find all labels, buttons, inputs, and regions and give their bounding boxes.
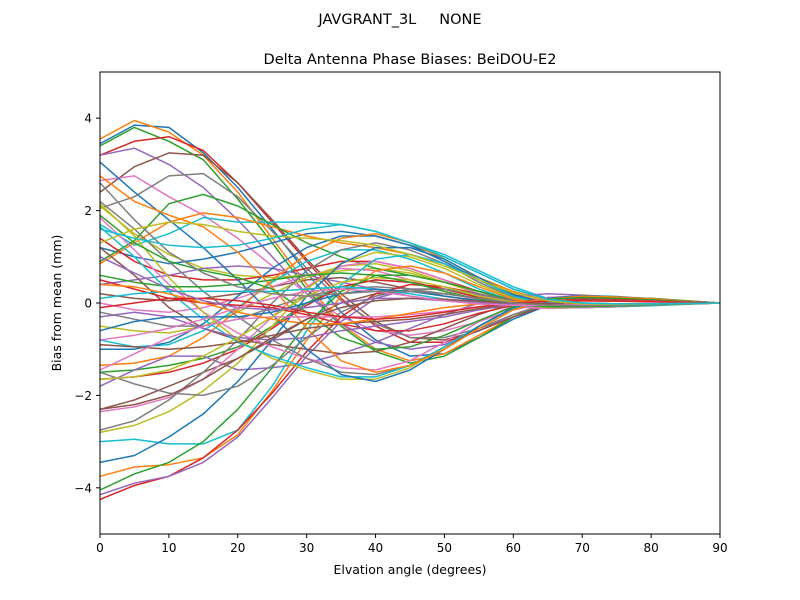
x-axis: 0 10 20 30 40 50 60 70 80 90 [96,534,728,555]
x-tick-label: 50 [437,541,452,555]
chart-title: Delta Antenna Phase Biases: BeiDOU-E2 [264,52,557,68]
figure-suptitle: JAVGRANT_3L NONE [317,12,481,28]
x-tick-label: 0 [96,541,104,555]
series-line-58 [99,182,721,307]
x-tick-label: 10 [161,541,176,555]
y-tick-label: 0 [84,297,92,311]
series-layer [99,119,721,501]
series-line-42 [99,175,721,374]
series-line-43 [99,214,721,350]
x-tick-label: 30 [299,541,314,555]
y-tick-label: −2 [74,389,92,403]
y-axis-label: Bias from mean (mm) [49,235,64,372]
x-tick-label: 90 [712,541,727,555]
plot-area: 0 10 20 30 40 50 60 70 80 90 −4 −2 0 2 4 [74,71,728,555]
x-tick-label: 20 [230,541,245,555]
y-axis: −4 −2 0 2 4 [74,112,100,495]
y-tick-label: 2 [84,204,92,218]
y-tick-label: −4 [74,481,92,495]
x-tick-label: 40 [368,541,383,555]
x-tick-label: 80 [643,541,658,555]
x-tick-label: 60 [506,541,521,555]
y-tick-label: 4 [84,112,92,126]
series-line-60 [99,223,721,305]
x-tick-label: 70 [575,541,590,555]
series-line-54 [99,297,721,320]
x-axis-label: Elvation angle (degrees) [333,562,486,577]
